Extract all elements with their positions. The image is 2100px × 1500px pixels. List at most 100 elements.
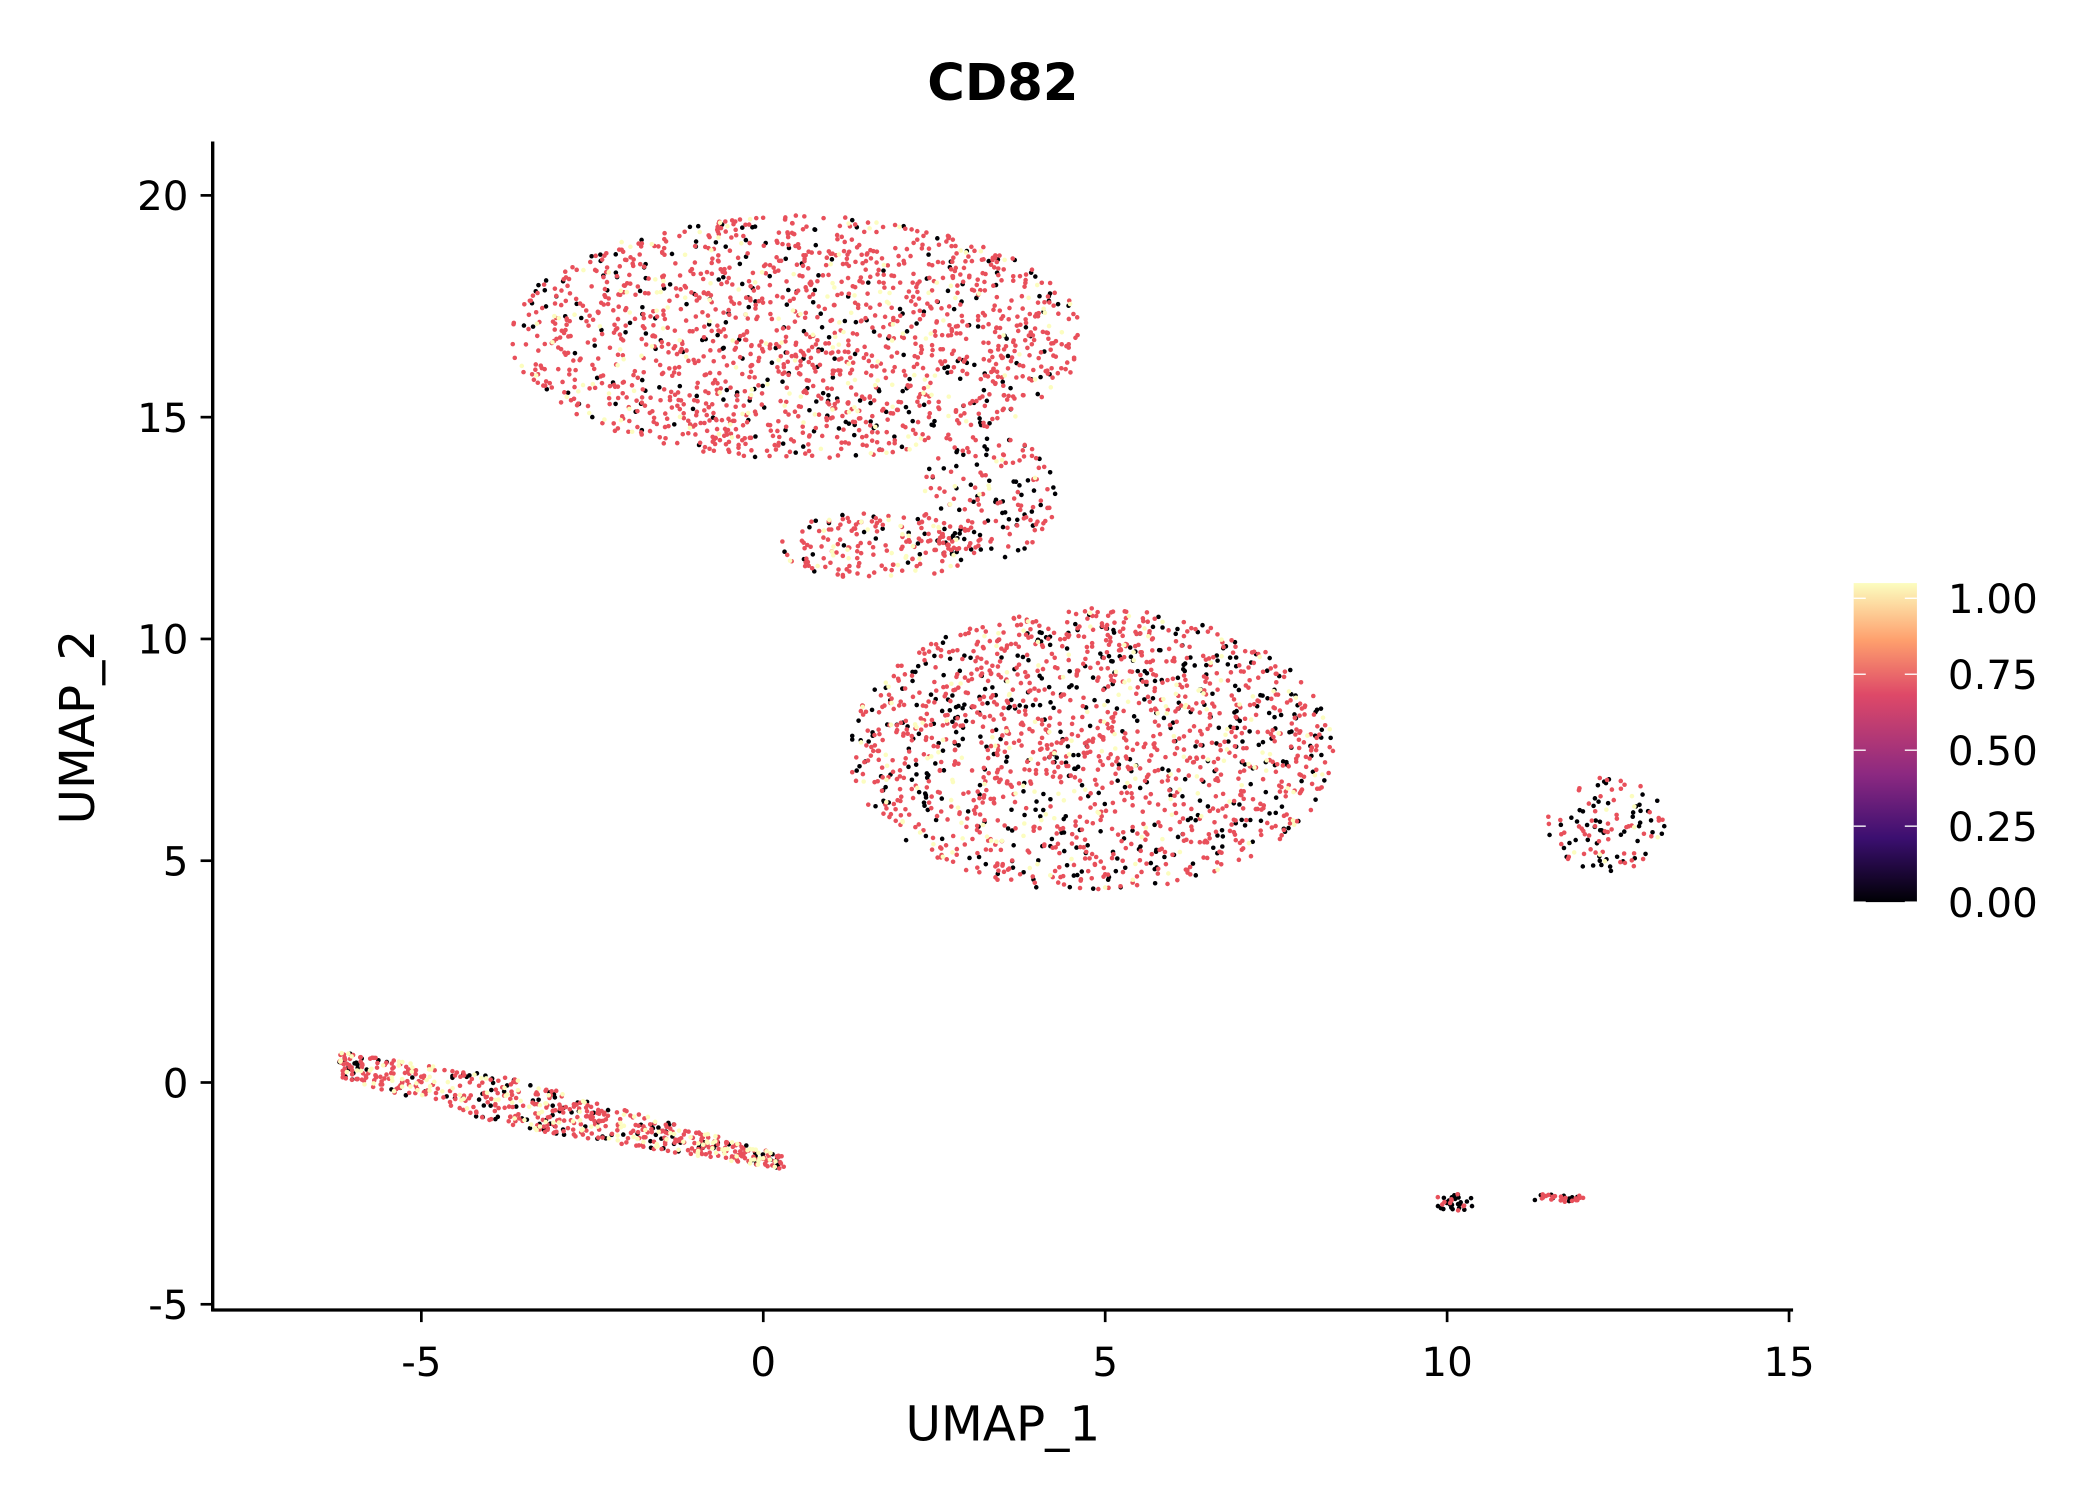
data-point: [999, 838, 1005, 844]
data-point: [665, 325, 670, 330]
data-point: [1083, 849, 1089, 855]
data-point: [1146, 772, 1151, 778]
data-point: [981, 775, 986, 780]
data-point: [624, 289, 630, 295]
data-point: [619, 239, 624, 245]
data-point: [1036, 858, 1041, 863]
data-point: [668, 1130, 673, 1136]
data-point: [650, 409, 655, 414]
data-point: [992, 381, 998, 387]
data-point: [902, 761, 908, 766]
data-point: [733, 426, 739, 432]
data-point: [911, 309, 916, 315]
data-point: [940, 558, 945, 564]
data-point: [947, 708, 953, 713]
data-point: [808, 544, 813, 550]
data-point: [1137, 857, 1143, 863]
data-point: [1249, 650, 1255, 655]
data-point: [1157, 731, 1163, 737]
data-point: [1177, 787, 1182, 792]
data-point: [1322, 760, 1328, 765]
data-point: [1102, 702, 1107, 708]
data-point: [669, 373, 675, 379]
data-point: [933, 817, 939, 823]
data-point: [1051, 630, 1057, 636]
data-point: [1597, 852, 1603, 857]
data-point: [648, 1138, 653, 1144]
data-point: [656, 1129, 661, 1135]
data-point: [1185, 867, 1190, 873]
data-point: [852, 300, 858, 306]
data-point: [863, 267, 868, 272]
data-point: [991, 455, 997, 460]
data-point: [1099, 748, 1105, 754]
data-point: [724, 387, 730, 393]
data-point: [1054, 755, 1060, 760]
data-point: [989, 546, 994, 551]
data-point: [521, 369, 526, 375]
data-point: [1039, 817, 1044, 823]
data-point: [716, 235, 721, 240]
data-point: [1258, 832, 1264, 838]
data-point: [994, 651, 1000, 657]
data-point: [1039, 526, 1045, 532]
data-point: [1181, 673, 1187, 678]
data-point: [1195, 791, 1201, 796]
data-point: [1636, 823, 1642, 829]
data-point: [1215, 808, 1221, 813]
data-point: [1288, 667, 1293, 673]
data-point: [1215, 833, 1220, 838]
data-point: [1180, 794, 1185, 799]
data-point: [1141, 618, 1146, 624]
data-point: [1258, 818, 1264, 824]
data-point: [1193, 626, 1198, 632]
data-point: [1271, 734, 1276, 740]
data-point: [915, 419, 921, 425]
data-point: [1303, 764, 1309, 770]
data-point: [1279, 804, 1285, 809]
data-point: [403, 1064, 409, 1070]
data-point: [574, 402, 580, 408]
data-point: [871, 398, 877, 403]
data-point: [874, 249, 880, 254]
data-point: [1294, 727, 1299, 732]
data-point: [1130, 747, 1136, 753]
data-point: [890, 757, 895, 763]
data-point: [1009, 858, 1015, 863]
data-point: [1449, 1197, 1454, 1202]
data-point: [910, 795, 916, 801]
data-point: [1590, 863, 1596, 868]
data-point: [1092, 862, 1098, 868]
data-point: [1173, 776, 1179, 781]
data-point: [1592, 823, 1598, 829]
data-point: [1207, 836, 1212, 841]
data-point: [1152, 768, 1158, 774]
data-point: [1054, 831, 1060, 836]
data-point: [697, 229, 703, 235]
data-point: [1224, 747, 1230, 752]
data-point: [1066, 652, 1071, 657]
data-point: [714, 417, 719, 423]
data-point: [1066, 609, 1072, 615]
data-point: [1292, 715, 1298, 721]
data-point: [888, 573, 894, 578]
data-point: [1251, 660, 1257, 666]
data-point: [890, 769, 896, 775]
data-point: [951, 348, 957, 354]
data-point: [994, 294, 1000, 300]
data-point: [708, 1154, 713, 1160]
data-point: [948, 698, 953, 704]
data-point: [560, 1110, 566, 1115]
data-point: [1621, 851, 1627, 856]
data-point: [617, 264, 623, 269]
data-point: [1144, 659, 1149, 665]
data-point: [664, 416, 670, 421]
chart-title: CD82: [927, 54, 1078, 113]
data-point: [1041, 791, 1046, 797]
data-point: [876, 727, 881, 732]
data-point: [966, 274, 972, 280]
points-layer: [337, 213, 1667, 1213]
data-point: [898, 313, 903, 319]
data-point: [552, 1130, 557, 1135]
